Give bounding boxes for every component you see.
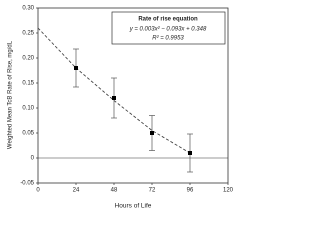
legend-box (111, 11, 226, 45)
x-axis-label: Hours of Life (115, 203, 152, 210)
x-tick-label: 96 (187, 188, 194, 194)
x-tick-label: 72 (149, 188, 156, 194)
x-tick-label: 24 (73, 188, 80, 194)
y-axis-label: Weighted Mean TcB Rate of Rise, mg/dL (8, 40, 14, 149)
point (150, 131, 154, 135)
y-tick-label: 0.10 (22, 106, 34, 112)
point (188, 151, 192, 155)
y-tick-label: 0.15 (22, 81, 34, 87)
y-tick-label: 0.25 (22, 31, 34, 37)
x-tick-label: 48 (111, 188, 118, 194)
point (74, 66, 78, 70)
y-tick-label: 0 (31, 156, 35, 162)
point (112, 96, 116, 100)
chart: Hours of Life Weighted Mean TcB Rate of … (8, 6, 234, 210)
x-tick-label: 120 (223, 188, 234, 194)
plot-frame (37, 7, 229, 184)
y-tick-label: 0.05 (22, 131, 34, 137)
y-tick-label: 0.20 (22, 56, 34, 62)
y-tick-label: -0.05 (20, 181, 34, 187)
y-tick-label: 0.30 (22, 6, 34, 12)
legend-equation: y = 0.003x² − 0.093x + 0.348 (129, 27, 207, 33)
x-tick-label: 0 (36, 188, 40, 194)
legend-title: Rate of rise equation (138, 17, 198, 23)
legend-r2: R² = 0.9953 (152, 36, 184, 42)
